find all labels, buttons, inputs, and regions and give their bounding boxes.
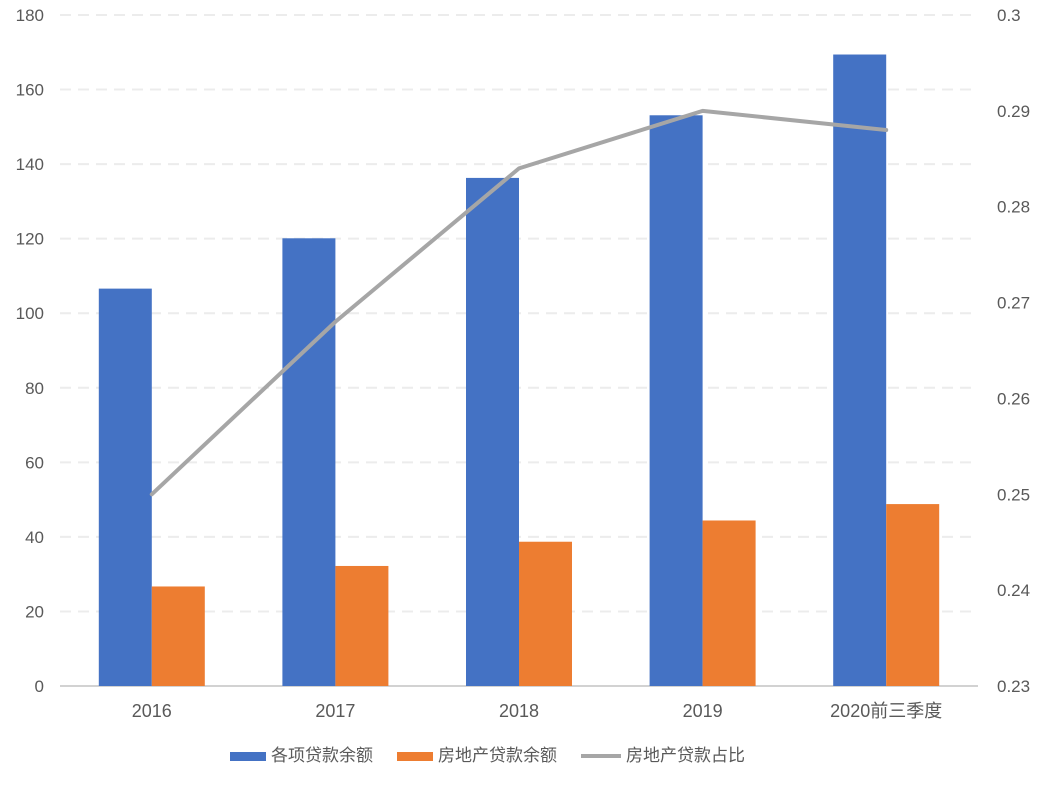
left-axis-tick: 140 bbox=[16, 155, 44, 174]
x-category-label: 2016 bbox=[132, 701, 172, 721]
x-category-label: 2019 bbox=[683, 701, 723, 721]
bar-total-loans bbox=[833, 54, 887, 686]
x-category-label: 2020前三季度 bbox=[830, 701, 942, 721]
left-axis-tick: 180 bbox=[16, 6, 44, 25]
right-axis-tick: 0.3 bbox=[997, 6, 1021, 25]
right-axis-tick: 0.28 bbox=[997, 198, 1030, 217]
right-axis-tick: 0.27 bbox=[997, 294, 1030, 313]
right-axis-tick: 0.24 bbox=[997, 581, 1030, 600]
legend-swatch-total-loans bbox=[230, 751, 266, 761]
legend-label-realestate-ratio: 房地产贷款占比 bbox=[626, 746, 745, 765]
legend-item-realestate-ratio: 房地产贷款占比 bbox=[581, 746, 745, 766]
left-axis-tick: 100 bbox=[16, 304, 44, 323]
left-axis-tick: 20 bbox=[25, 602, 44, 621]
bar-realestate-loans bbox=[335, 565, 389, 686]
bar-total-loans bbox=[282, 238, 336, 686]
legend-swatch-realestate-loans bbox=[397, 751, 433, 761]
bar-realestate-loans bbox=[886, 504, 940, 686]
legend-item-total-loans: 各项贷款余额 bbox=[230, 746, 373, 766]
bar-realestate-loans bbox=[519, 541, 572, 686]
x-category-label: 2018 bbox=[499, 701, 539, 721]
legend-swatch-realestate-ratio-line bbox=[581, 754, 621, 759]
bar-realestate-loans bbox=[151, 586, 205, 686]
bar-total-loans bbox=[466, 177, 519, 687]
realestate-ratio-line bbox=[149, 108, 889, 497]
left-axis-tick: 60 bbox=[25, 453, 44, 472]
left-axis-tick: 80 bbox=[25, 379, 44, 398]
right-axis-tick: 0.26 bbox=[997, 389, 1030, 408]
loan-combo-chart: 0 20 40 60 80 100 120 140 160 180 0.23 0.24 0.25 0.26… bbox=[16, 6, 1030, 721]
bar-total-loans bbox=[98, 288, 152, 686]
left-axis-tick: 120 bbox=[16, 230, 44, 249]
legend-label-realestate-loans: 房地产贷款余额 bbox=[438, 746, 557, 765]
bar-realestate-loans bbox=[702, 520, 756, 686]
right-axis-tick: 0.25 bbox=[997, 485, 1030, 504]
right-axis-tick: 0.29 bbox=[997, 102, 1030, 121]
left-axis-tick: 0 bbox=[35, 677, 44, 696]
chart-legend: 各项贷款余额 房地产贷款余额 房地产贷款占比 bbox=[0, 746, 975, 766]
legend-label-total-loans: 各项贷款余额 bbox=[271, 746, 373, 765]
x-category-label: 2017 bbox=[315, 701, 355, 721]
bar-total-loans bbox=[649, 115, 703, 686]
right-axis-tick: 0.23 bbox=[997, 677, 1030, 696]
left-axis-tick: 40 bbox=[25, 528, 44, 547]
left-axis-tick: 160 bbox=[16, 81, 44, 100]
legend-item-realestate-loans: 房地产贷款余额 bbox=[397, 746, 557, 766]
